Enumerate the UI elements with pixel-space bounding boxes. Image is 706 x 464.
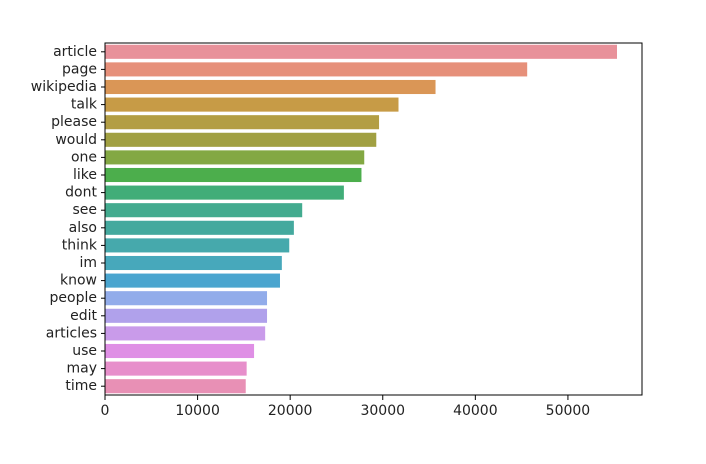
y-tick-label: talk <box>71 97 98 113</box>
y-tick-label: think <box>62 237 98 253</box>
bar-think <box>105 238 290 253</box>
x-tick-label: 10000 <box>175 403 220 419</box>
x-tick-label: 0 <box>101 403 110 419</box>
bar-would <box>105 132 377 147</box>
x-tick-label: 30000 <box>360 403 405 419</box>
y-tick-label: use <box>72 343 97 359</box>
bar-article <box>105 44 618 59</box>
y-tick-label: dont <box>65 185 97 201</box>
bars-group <box>105 44 618 394</box>
y-tick-label: people <box>50 290 97 306</box>
y-tick-label: im <box>79 255 97 271</box>
x-tick-label: 20000 <box>268 403 313 419</box>
bar-edit <box>105 308 268 323</box>
bar-talk <box>105 97 399 112</box>
bar-people <box>105 291 268 306</box>
y-tick-label: article <box>53 44 97 60</box>
x-tick-label: 40000 <box>453 403 498 419</box>
y-tick-label: see <box>72 202 97 218</box>
bar-one <box>105 150 365 165</box>
bar-time <box>105 379 246 394</box>
y-tick-label: page <box>62 61 97 77</box>
plot-frame <box>104 42 643 396</box>
bar-please <box>105 115 380 130</box>
bar-know <box>105 273 280 288</box>
bar-page <box>105 62 528 77</box>
bar-like <box>105 167 362 183</box>
x-ticks: 0 10000 20000 30000 40000 50000 <box>101 395 591 419</box>
bar-dont <box>105 185 344 200</box>
bar-im <box>105 255 282 271</box>
y-tick-label: articles <box>46 325 97 341</box>
bar-see <box>105 203 303 218</box>
y-tick-label: please <box>51 114 97 130</box>
y-tick-label: may <box>66 361 97 377</box>
y-tick-label: would <box>55 132 97 148</box>
y-tick-label: know <box>60 273 97 289</box>
y-tick-label: wikipedia <box>31 79 97 95</box>
bar-also <box>105 220 294 235</box>
bar-may <box>105 361 247 376</box>
y-tick-label: edit <box>70 308 97 324</box>
y-tick-label: time <box>65 378 97 394</box>
bar-use <box>105 343 255 359</box>
bar-articles <box>105 326 266 341</box>
x-tick-label: 50000 <box>546 403 591 419</box>
bar-wikipedia <box>105 79 436 95</box>
y-tick-label: also <box>69 220 97 236</box>
y-tick-label: like <box>73 167 97 183</box>
y-tick-label: one <box>71 149 97 165</box>
